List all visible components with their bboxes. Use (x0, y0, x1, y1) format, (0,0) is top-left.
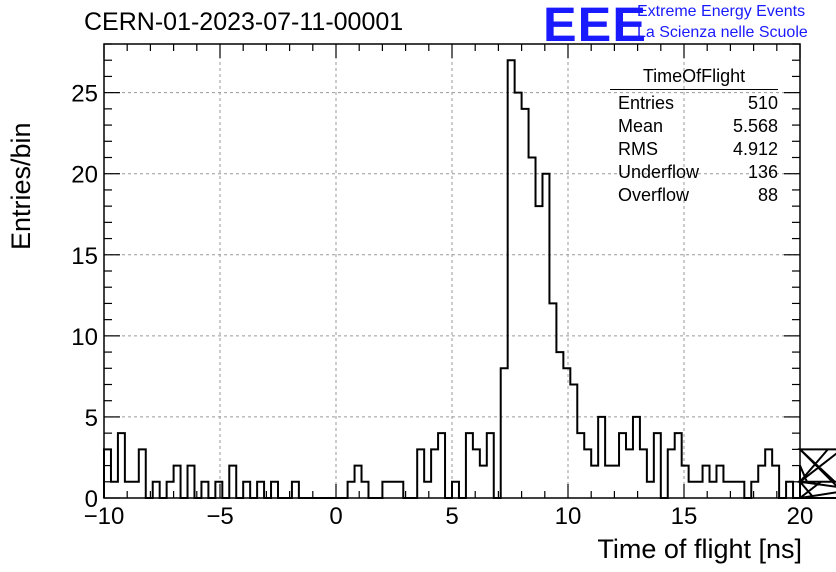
x-tick-label: 15 (671, 503, 698, 530)
stats-label: Underflow (618, 162, 700, 182)
x-tick-label: 5 (445, 503, 458, 530)
stats-row-entries: Entries 510 (610, 92, 778, 115)
stats-title: TimeOfFlight (610, 66, 778, 90)
stats-row-overflow: Overflow 88 (610, 184, 778, 207)
x-tick-label: −5 (206, 503, 233, 530)
y-tick-label: 0 (85, 486, 98, 513)
stats-label: Overflow (618, 185, 690, 205)
chart-title: CERN-01-2023-07-11-00001 (84, 8, 404, 36)
stats-label: Mean (618, 116, 664, 136)
stats-label: RMS (618, 139, 658, 159)
stats-value: 136 (747, 162, 778, 182)
stats-row-rms: RMS 4.912 (610, 138, 778, 161)
stats-box: TimeOfFlight Entries 510 Mean 5.568 RMS … (610, 66, 778, 207)
histogram-outline (103, 59, 836, 499)
eee-logo: EEE (543, 0, 647, 52)
y-tick-label: 5 (85, 405, 98, 432)
stats-value: 5.568 (732, 116, 778, 136)
logo-line-1: Extreme Energy Events (637, 3, 806, 20)
logo-line-2: La Scienza nelle Scuole (637, 24, 808, 41)
x-tick-label: 20 (787, 503, 814, 530)
stats-value: 88 (757, 185, 778, 205)
stats-value: 510 (747, 93, 778, 113)
stats-label: Entries (618, 93, 675, 113)
x-tick-label: −10 (84, 503, 125, 530)
y-axis-title: Entries/bin (6, 122, 36, 250)
y-tick-label: 20 (71, 162, 98, 189)
stats-row-mean: Mean 5.568 (610, 115, 778, 138)
stats-value: 4.912 (732, 139, 778, 159)
axis-ticks (103, 43, 801, 499)
stats-row-underflow: Underflow 136 (610, 161, 778, 184)
y-tick-label: 10 (71, 324, 98, 351)
y-tick-label: 25 (71, 81, 98, 108)
x-axis-title: Time of flight [ns] (597, 534, 802, 564)
x-tick-label: 10 (555, 503, 582, 530)
x-tick-label: 0 (329, 503, 342, 530)
grid-lines (104, 44, 800, 498)
y-tick-label: 15 (71, 243, 98, 270)
